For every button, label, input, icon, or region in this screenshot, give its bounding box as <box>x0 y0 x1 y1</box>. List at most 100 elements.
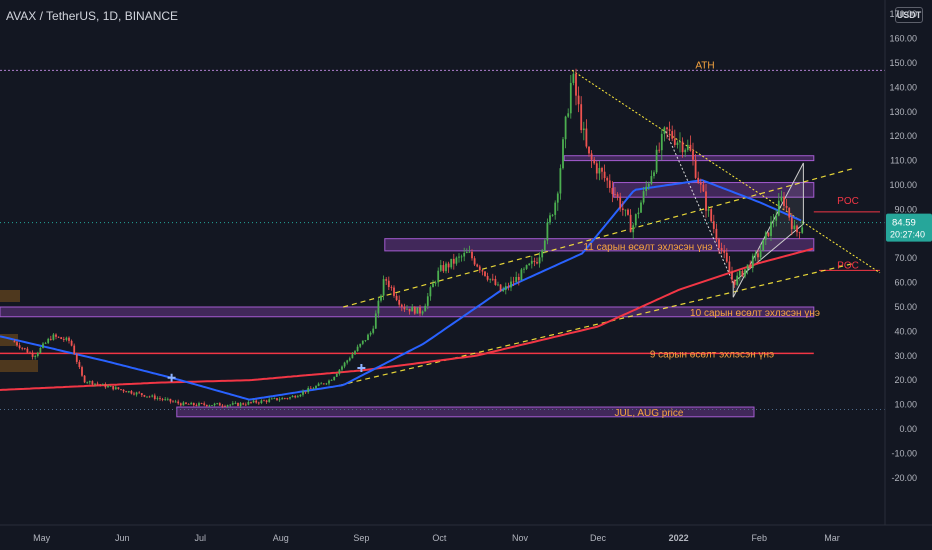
candle-body <box>692 150 694 160</box>
candle-body <box>445 263 447 272</box>
candle-body <box>81 367 83 376</box>
candle-body <box>593 159 596 164</box>
candle-body <box>398 299 401 305</box>
candle-body <box>533 260 536 263</box>
candle-body <box>78 361 81 368</box>
candle-body <box>707 209 710 211</box>
price-tick: 70.00 <box>894 253 917 263</box>
candle-body <box>75 354 78 362</box>
candle-body <box>416 307 419 314</box>
candle-body <box>510 281 512 288</box>
candle-body <box>577 95 580 105</box>
candle-body <box>471 251 473 259</box>
candle-body <box>65 337 68 340</box>
price-tick: 20.00 <box>894 375 917 385</box>
candle-body <box>525 265 528 269</box>
candle-body <box>590 153 593 160</box>
candle-body <box>203 403 206 405</box>
time-tick: Dec <box>590 533 607 543</box>
candle-body <box>164 398 167 400</box>
candle-body <box>733 279 736 285</box>
candle-body <box>387 280 390 288</box>
zone-zone-jul-aug <box>176 406 755 418</box>
candle-body <box>549 215 551 223</box>
candle-body <box>91 381 94 385</box>
candle-body <box>133 393 135 395</box>
candle-body <box>309 388 312 389</box>
candle-body <box>367 334 369 341</box>
candle-body <box>260 400 263 404</box>
candle-body <box>697 177 700 183</box>
price-tick: -10.00 <box>891 448 917 458</box>
candle-body <box>211 405 213 407</box>
candle-body <box>699 182 702 185</box>
annotation-zone-11: 11 сарын өсөлт эхлэсэн үнэ <box>583 242 712 253</box>
candle-body <box>291 396 294 398</box>
annotation-line-9: 9 сарын өсөлт эхлэсэн үнэ <box>650 349 774 360</box>
time-axis[interactable]: May Jun Jul Aug Sep Oct Nov Dec 2022 Feb Mar <box>0 524 932 543</box>
candle-body <box>226 405 229 407</box>
candle-body <box>556 193 559 203</box>
candle-body <box>731 271 733 280</box>
candle-body <box>166 398 169 400</box>
candle-body <box>169 398 172 402</box>
candle-body <box>307 388 310 393</box>
candle-body <box>603 171 606 178</box>
candle-body <box>47 338 50 343</box>
candle-body <box>473 258 476 265</box>
candle-body <box>83 375 86 383</box>
left-box <box>0 360 38 372</box>
candle-body <box>642 191 645 203</box>
candle-body <box>296 396 299 398</box>
candle-body <box>390 287 393 288</box>
currency-button[interactable]: USDT <box>895 7 923 23</box>
candle-body <box>127 391 130 393</box>
candle-body <box>790 217 793 230</box>
candle-body <box>21 347 24 349</box>
candle-body <box>278 399 281 401</box>
candle-body <box>523 268 525 270</box>
candle-body <box>299 394 302 397</box>
candle-body <box>18 345 21 348</box>
candle-body <box>237 402 239 406</box>
candle-body <box>616 194 619 197</box>
candle-body <box>504 286 507 290</box>
candle-body <box>515 276 518 283</box>
candle-body <box>351 354 354 359</box>
candle-body <box>343 362 346 367</box>
candle-body <box>55 334 57 337</box>
candle-body <box>421 311 424 314</box>
candle-body <box>666 127 668 130</box>
candle-body <box>333 376 336 381</box>
candle-body <box>736 275 739 285</box>
trendline-ath-down <box>571 69 881 274</box>
candle-body <box>179 403 182 406</box>
candle-body <box>689 144 692 151</box>
candle-body <box>231 403 234 405</box>
candle-body <box>712 221 715 229</box>
trendline-upper <box>343 167 856 308</box>
trendline-lower <box>330 262 856 389</box>
candle-body <box>580 104 583 131</box>
candle-body <box>796 225 798 233</box>
price-axis[interactable]: 170.00 160.00 150.00 140.00 130.00 120.00 110.… <box>884 0 932 525</box>
candle-body <box>452 258 455 264</box>
candle-body <box>564 116 567 140</box>
candle-body <box>380 295 382 301</box>
candle-body <box>242 403 245 405</box>
candle-body <box>29 352 31 354</box>
price-tick: 160.00 <box>889 34 917 44</box>
candle-body <box>395 295 398 300</box>
candle-body <box>369 332 372 335</box>
moving-averages-layer <box>0 179 814 401</box>
candle-body <box>629 214 632 233</box>
candle-body <box>512 281 515 283</box>
candle-body <box>582 128 585 131</box>
candle-body <box>499 284 502 292</box>
candle-body <box>486 275 489 280</box>
candle-body <box>101 383 104 385</box>
candle-body <box>741 270 744 277</box>
candle-body <box>289 397 291 399</box>
candle-body <box>377 300 380 314</box>
